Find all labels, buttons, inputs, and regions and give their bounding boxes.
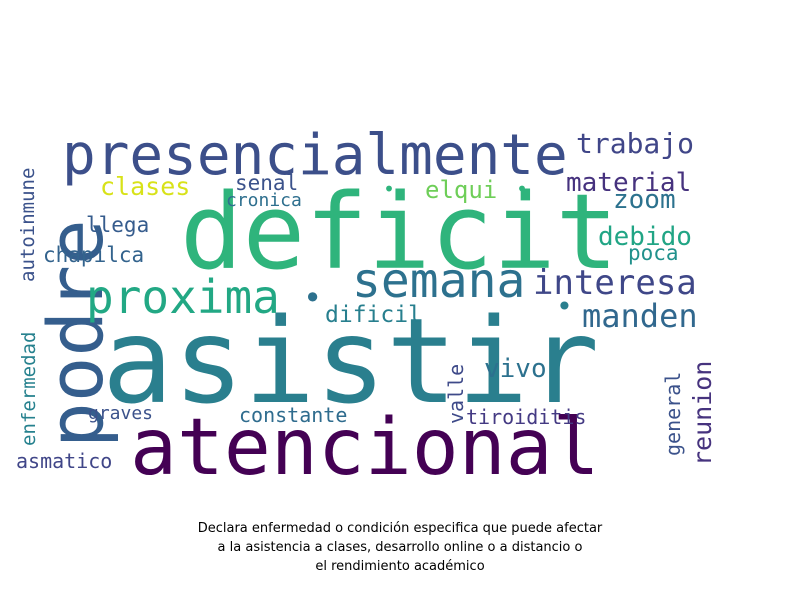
word-autoinmune: autoinmune (17, 168, 39, 282)
word-proxima: proxima (86, 270, 280, 324)
word-tiroiditis: tiroiditis (466, 405, 586, 429)
word-vivo: vivo (484, 354, 547, 384)
word-cloud-dot: • (383, 177, 395, 201)
word-cloud-dot: • (303, 279, 322, 317)
word-elqui: elqui (425, 176, 497, 204)
caption-line-2: a la asistencia a clases, desarrollo onl… (217, 540, 583, 555)
caption-line-3: el rendimiento académico (315, 559, 485, 574)
word-asistir: asistir (102, 292, 599, 430)
word-enfermedad: enfermedad (18, 332, 40, 446)
word-presencialmente: presencialmente (62, 123, 568, 188)
word-podre: podre (31, 219, 120, 448)
word-trabajo: trabajo (576, 127, 694, 160)
word-manden: manden (582, 297, 698, 335)
figure-caption: Declara enfermedad o condición especific… (0, 519, 800, 576)
word-asmatico: asmatico (16, 449, 112, 473)
word-deficit: deficit (180, 171, 618, 293)
word-interesa: interesa (533, 263, 697, 303)
word-zoom: zoom (613, 185, 676, 215)
word-dificil: dificil (325, 302, 422, 328)
word-clases: clases (100, 172, 190, 201)
word-cronica: cronica (226, 190, 302, 211)
word-constante: constante (239, 403, 347, 427)
word-poca: poca (628, 241, 679, 265)
word-chapilca: chapilca (43, 243, 144, 267)
word-material: material (566, 168, 691, 198)
word-valle: valle (444, 364, 468, 424)
word-general: general (661, 372, 685, 456)
word-semana: semana (352, 253, 525, 309)
word-reunion: reunion (688, 361, 717, 466)
word-graves: graves (88, 403, 153, 424)
word-llega: llega (86, 213, 149, 237)
word-debido: debido (598, 222, 692, 252)
word-atencional: atencional (130, 403, 600, 493)
word-cloud-dot: • (556, 290, 573, 323)
word-senal: senal (235, 171, 298, 195)
word-cloud-dot: • (516, 177, 528, 201)
caption-line-1: Declara enfermedad o condición especific… (197, 521, 603, 536)
